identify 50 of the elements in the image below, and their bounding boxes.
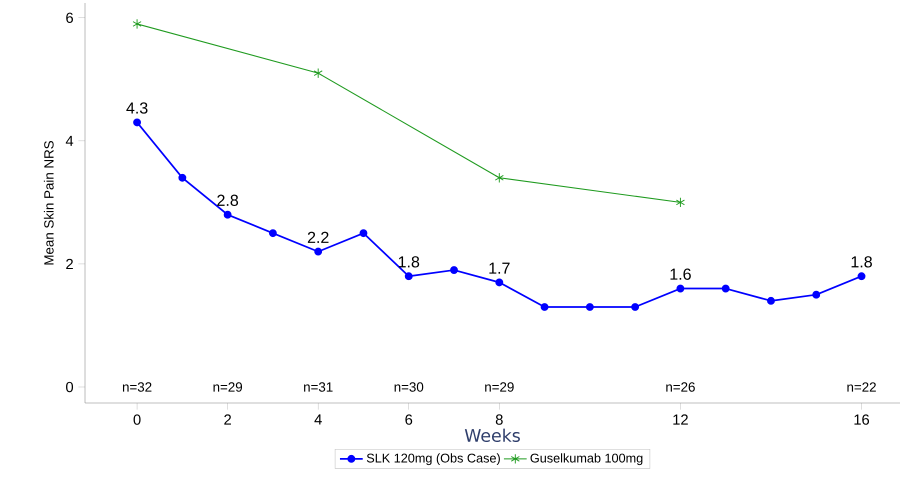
- point: [314, 248, 322, 256]
- point: [133, 118, 142, 126]
- data-label: 1.8: [852, 256, 872, 268]
- point: [767, 296, 775, 305]
- point: [494, 172, 504, 183]
- point: [132, 18, 142, 30]
- point: [360, 229, 368, 238]
- data-label: 2.8: [217, 194, 238, 206]
- x-tick-label: 16: [854, 414, 870, 425]
- legend-label: Guselkumab 100mg: [530, 453, 642, 466]
- legend-label: SLK 120mg (Obs Case): [366, 453, 500, 466]
- annotation: n=29: [213, 382, 242, 392]
- point: [178, 174, 186, 182]
- point: [450, 266, 458, 274]
- annotation: n=22: [847, 382, 876, 392]
- point: [722, 284, 730, 292]
- point: [314, 68, 323, 78]
- x-tick-label: 4: [314, 414, 322, 424]
- point: [404, 272, 413, 280]
- point: [676, 284, 684, 292]
- x-axis-title: Weeks: [464, 428, 520, 442]
- x-tick-label: 8: [496, 414, 503, 425]
- x-tick-label: 12: [673, 414, 688, 425]
- point: [676, 197, 685, 208]
- x-tick-label: 6: [405, 414, 412, 425]
- annotation: n=29: [485, 382, 514, 392]
- y-tick-label: 0: [66, 382, 74, 392]
- point: [224, 210, 232, 219]
- y-tick-label: 4: [66, 136, 74, 146]
- annotation: n=31: [304, 382, 333, 392]
- point: [268, 229, 277, 238]
- y-tick-label: 2: [66, 258, 73, 270]
- point: [858, 272, 866, 280]
- point: [586, 303, 594, 311]
- data-label: 1.8: [398, 256, 420, 268]
- annotation: n=30: [394, 382, 424, 392]
- point: [495, 278, 504, 286]
- annotation: n=26: [666, 382, 695, 392]
- x-tick-label: 2: [224, 414, 231, 425]
- y-axis-title: Mean Skin Pain NRS: [44, 141, 54, 265]
- annotation: n=32: [122, 382, 152, 392]
- y-tick-label: 6: [66, 12, 73, 23]
- data-label: 1.6: [670, 268, 691, 280]
- point: [812, 290, 820, 299]
- data-label: 2.2: [308, 232, 328, 243]
- point: [631, 303, 640, 311]
- data-label: 1.7: [489, 262, 510, 274]
- x-tick-label: 0: [134, 414, 141, 425]
- point: [540, 303, 549, 311]
- data-label: 4.3: [126, 102, 148, 114]
